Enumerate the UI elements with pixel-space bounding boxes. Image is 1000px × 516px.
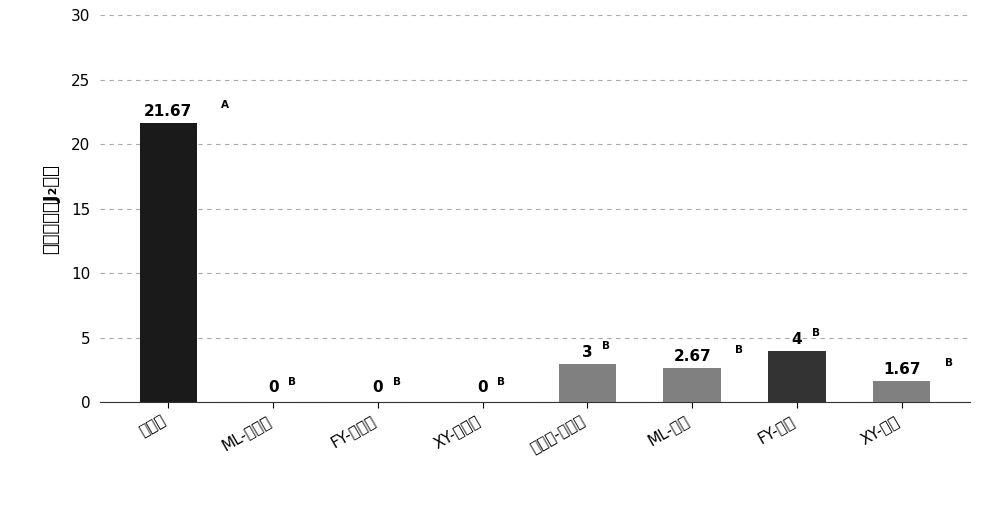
Text: B: B [602, 341, 610, 351]
Text: 1.67: 1.67 [883, 362, 920, 377]
Text: 0: 0 [268, 380, 278, 395]
Text: 0: 0 [477, 380, 488, 395]
Text: B: B [497, 377, 505, 387]
Text: B: B [735, 345, 743, 355]
Text: B: B [812, 328, 820, 338]
Text: 21.67: 21.67 [144, 104, 192, 119]
Bar [663, 368, 721, 402]
Bar [873, 381, 930, 402]
Text: B: B [288, 377, 296, 387]
Bar [768, 351, 826, 402]
Y-axis label: 孵化形成的J₂数量: 孵化形成的J₂数量 [42, 164, 60, 254]
Text: 0: 0 [373, 380, 383, 395]
Bar [140, 123, 197, 402]
Text: A: A [221, 100, 229, 110]
Text: B: B [393, 377, 401, 387]
Text: 2.67: 2.67 [673, 349, 711, 364]
Bar [559, 364, 616, 402]
Text: B: B [945, 358, 953, 368]
Text: 3: 3 [582, 345, 593, 360]
Text: 4: 4 [792, 332, 802, 347]
